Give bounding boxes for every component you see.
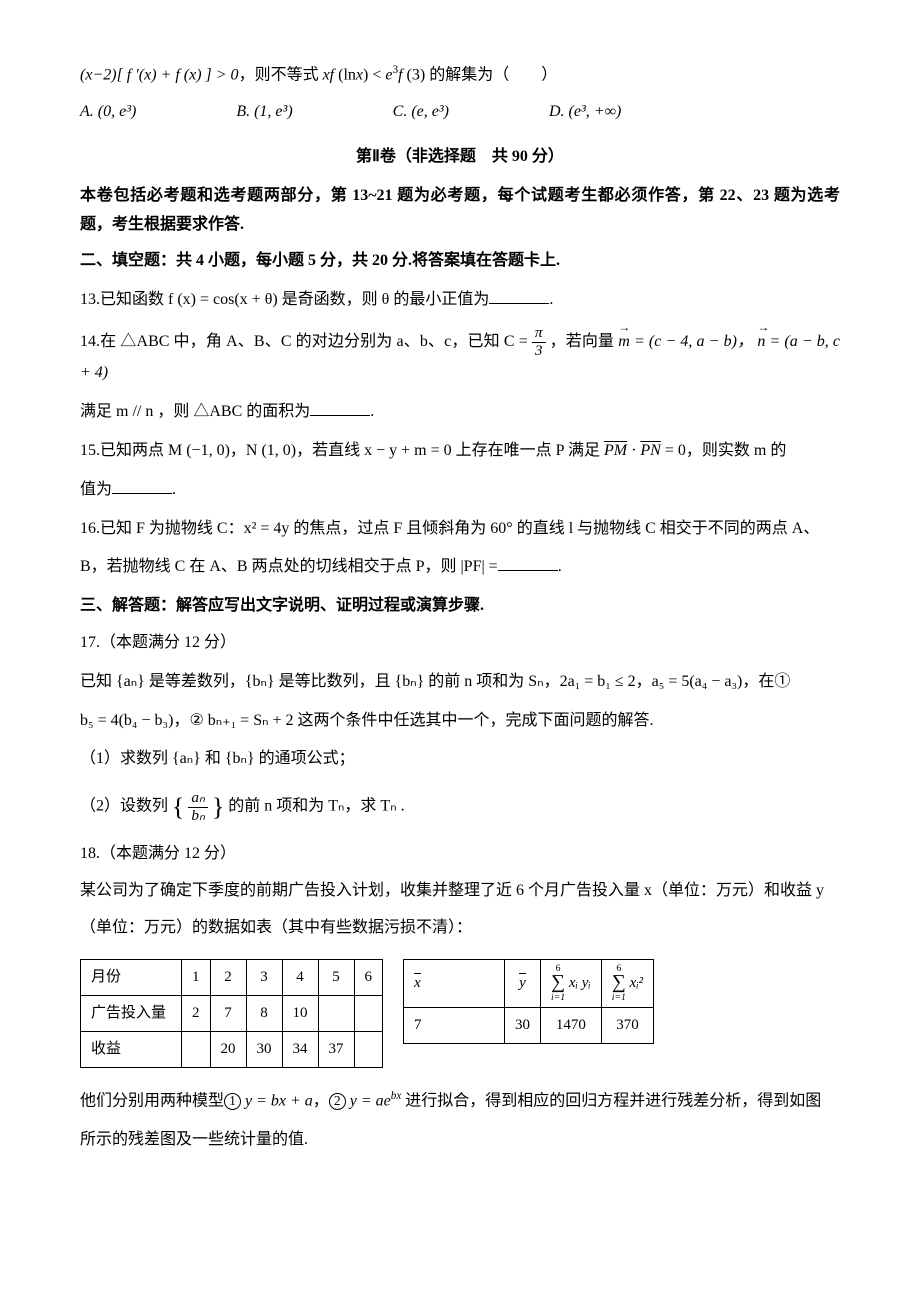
q17-2b: 的前 n 项和为 Tₙ，求 Tₙ .	[228, 798, 404, 815]
q17-2-frac: aₙ bₙ	[188, 790, 208, 824]
q14-frac: π 3	[532, 325, 546, 359]
q12-opt-b: B. (1, e³)	[236, 98, 292, 127]
table-row: 月份 1 2 3 4 5 6	[81, 959, 383, 995]
fill-heading: 二、填空题：共 4 小题，每小题 5 分，共 20 分.将答案填在答题卡上.	[80, 247, 840, 276]
table-row: x y 6 ∑ i=1 xᵢ yᵢ 6 ∑ i=1 xᵢ²	[404, 959, 654, 1007]
q16-b: B，若抛物线 C 在 A、B 两点处的切线相交于点 P，则 |PF| =	[80, 558, 498, 575]
table1: 月份 1 2 3 4 5 6 广告投入量 2 7 8 10 收益 20 30 3…	[80, 959, 383, 1068]
q17-2: （2）设数列 aₙ bₙ 的前 n 项和为 Tₙ，求 Tₙ .	[80, 784, 840, 830]
q17-a: 已知 {aₙ} 是等差数列，{bₙ} 是等比数列，且 {bₙ} 的前 n 项和为…	[80, 668, 840, 697]
q15-b: = 0，则实数 m 的	[665, 442, 786, 459]
q14-line2: 满足 m // n ，则 △ABC 的面积为.	[80, 398, 840, 427]
q17-b: b₅ = 4(b₄ − b₃)，② bₙ₊₁ = Sₙ + 2 这两个条件中任选…	[80, 707, 840, 736]
q13: 13.已知函数 f (x) = cos(x + θ) 是奇函数，则 θ 的最小正…	[80, 286, 840, 315]
q15-pm: PM	[604, 442, 627, 459]
q17-1: （1）求数列 {aₙ} 和 {bₙ} 的通项公式；	[80, 745, 840, 774]
q16-line2: B，若抛物线 C 在 A、B 两点处的切线相交于点 P，则 |PF| =.	[80, 553, 840, 582]
q15-c: 值为	[80, 481, 112, 498]
q14-line1: 14.在 △ABC 中，角 A、B、C 的对边分别为 a、b、c，已知 C = …	[80, 325, 840, 388]
ybar-header: y	[505, 959, 541, 1007]
q14-c: 满足 m // n ，则 △ABC 的面积为	[80, 403, 310, 420]
q14-blank	[310, 399, 370, 416]
q17-2-braces: aₙ bₙ	[172, 798, 224, 815]
q14-vec-m: m	[618, 328, 630, 357]
q14-meq: = (c − 4, a − b)，	[634, 333, 753, 350]
q14-a: 14.在 △ABC 中，角 A、B、C 的对边分别为 a、b、c，已知 C =	[80, 333, 532, 350]
q12-opt-d: D. (e³, +∞)	[549, 98, 621, 127]
q15-dot: ·	[631, 442, 640, 459]
q18-d: 所示的残差图及一些统计量的值.	[80, 1126, 840, 1155]
q12-opt-c: C. (e, e³)	[393, 98, 449, 127]
table2: x y 6 ∑ i=1 xᵢ yᵢ 6 ∑ i=1 xᵢ²	[403, 959, 654, 1044]
table-row: 广告投入量 2 7 8 10	[81, 995, 383, 1031]
q16-line1: 16.已知 F 为抛物线 C：x² = 4y 的焦点，过点 F 且倾斜角为 60…	[80, 515, 840, 544]
solve-heading: 三、解答题：解答应写出文字说明、证明过程或演算步骤.	[80, 592, 840, 621]
q14-vec-n: n	[757, 328, 765, 357]
q15-a: 15.已知两点 M (−1, 0)，N (1, 0)，若直线 x − y + m…	[80, 442, 604, 459]
q18-b: （单位：万元）的数据如表（其中有些数据污损不清）：	[80, 914, 840, 943]
q13-blank	[489, 287, 549, 304]
q18-a: 某公司为了确定下季度的前期广告投入计划，收集并整理了近 6 个月广告投入量 x（…	[80, 877, 840, 906]
sumxy-header: 6 ∑ i=1 xᵢ yᵢ	[541, 959, 602, 1007]
q12-options: A. (0, e³) B. (1, e³) C. (e, e³) D. (e³,…	[80, 98, 840, 127]
q12-stem: (x−2)[ f ′(x) + f (x) ] > 0，则不等式 xf (lnx…	[80, 60, 840, 90]
sumx2-header: 6 ∑ i=1 xᵢ²	[601, 959, 653, 1007]
q18-c: 他们分别用两种模型1 y = bx + a，2 y = aebx 进行拟合，得到…	[80, 1086, 840, 1116]
q14-b: ，若向量	[550, 333, 619, 350]
q15-line1: 15.已知两点 M (−1, 0)，N (1, 0)，若直线 x − y + m…	[80, 437, 840, 466]
q15-line2: 值为.	[80, 476, 840, 505]
q16-blank	[498, 554, 558, 571]
section2-intro: 本卷包括必考题和选考题两部分，第 13~21 题为必考题，每个试题考生都必须作答…	[80, 182, 840, 240]
table-row: 收益 20 30 34 37	[81, 1031, 383, 1067]
q15-pn: PN	[640, 442, 660, 459]
q18-head: 18.（本题满分 12 分）	[80, 840, 840, 869]
q12-expr: (x−2)[ f ′(x) + f (x) ] > 0	[80, 66, 239, 83]
q12-opt-a: A. (0, e³)	[80, 98, 136, 127]
xbar-header: x	[404, 959, 505, 1007]
q15-blank	[112, 477, 172, 494]
q17-2a: （2）设数列	[80, 798, 172, 815]
table-row: 7 30 1470 370	[404, 1007, 654, 1043]
q17-head: 17.（本题满分 12 分）	[80, 629, 840, 658]
q13-text: 13.已知函数 f (x) = cos(x + θ) 是奇函数，则 θ 的最小正…	[80, 291, 489, 308]
section2-title: 第Ⅱ卷（非选择题 共 90 分）	[80, 143, 840, 172]
tables-container: 月份 1 2 3 4 5 6 广告投入量 2 7 8 10 收益 20 30 3…	[80, 951, 840, 1076]
